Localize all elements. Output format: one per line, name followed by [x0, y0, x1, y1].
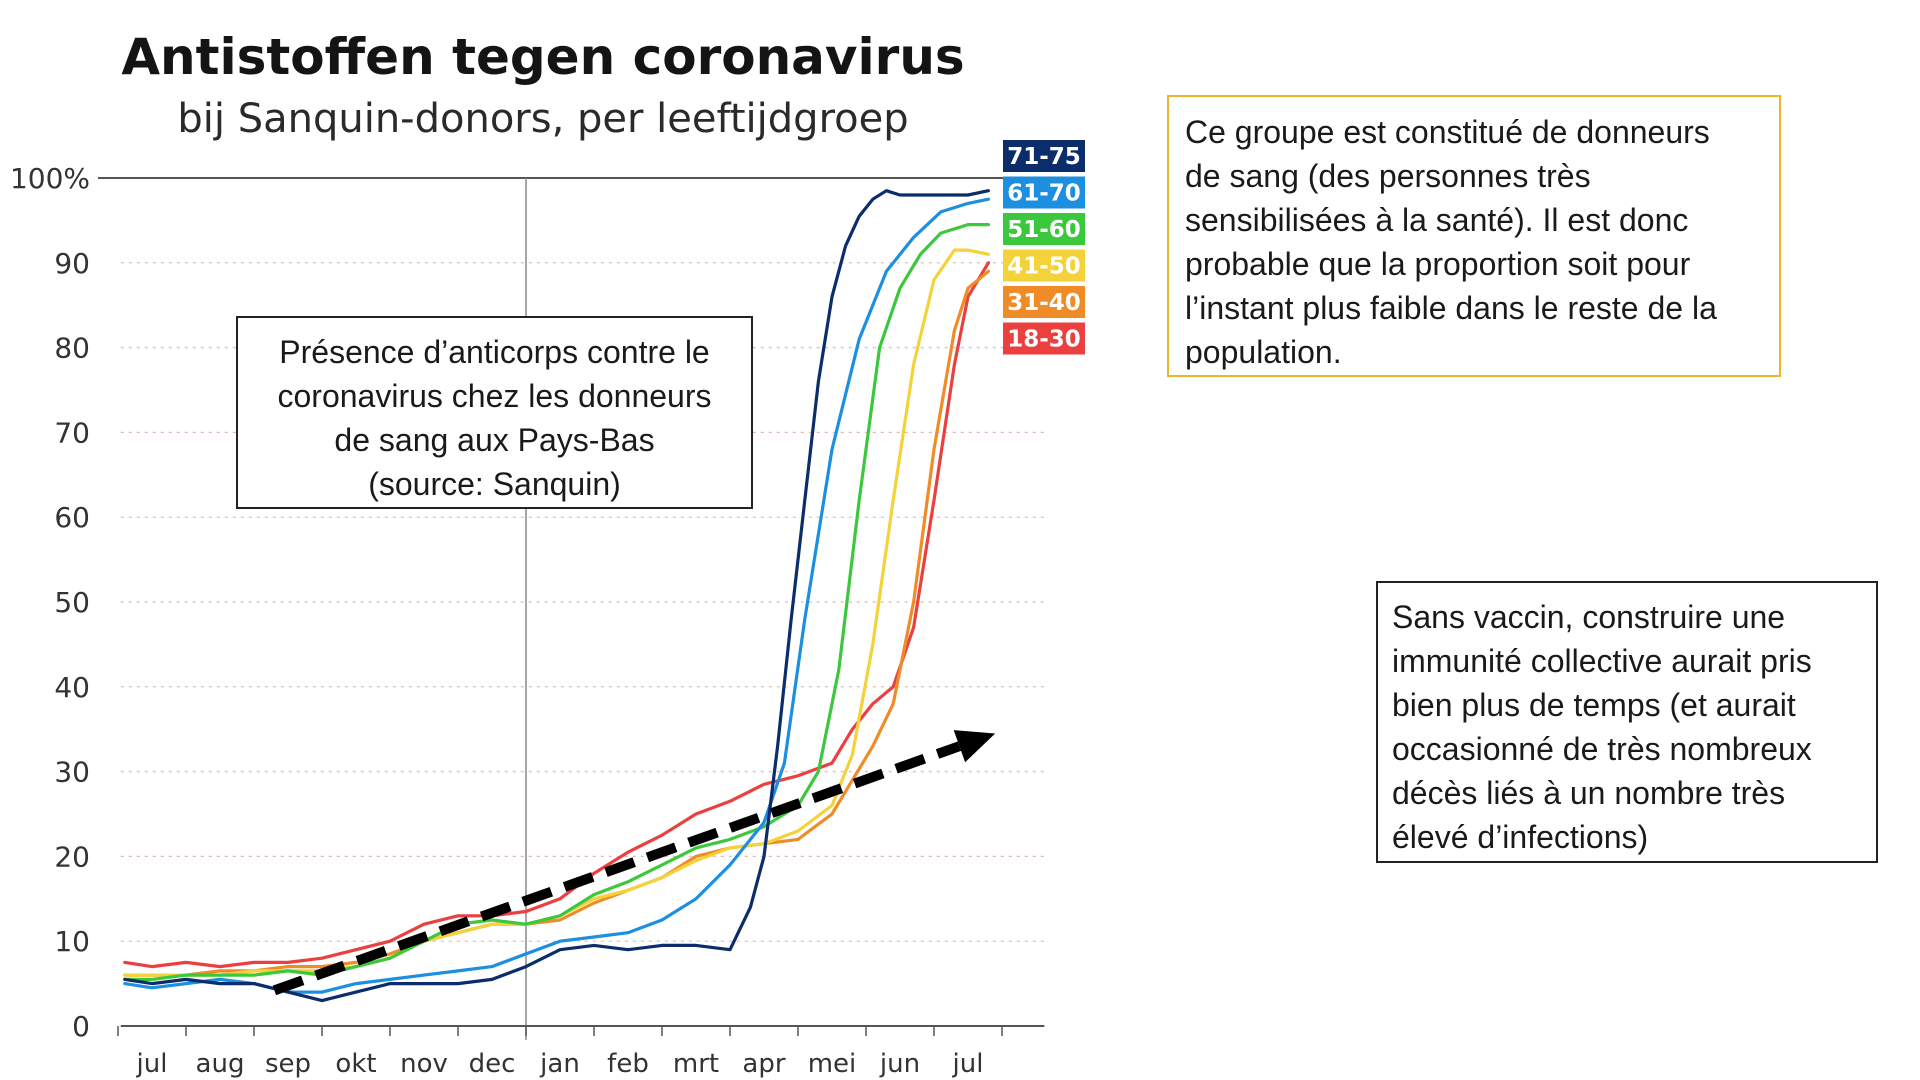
- xtick-label: sep: [265, 1049, 311, 1079]
- xtick-label: feb: [607, 1049, 649, 1079]
- note-line: (source: Sanquin): [368, 466, 621, 502]
- ytick-label: 40: [54, 671, 90, 704]
- note-line: élevé d’infections): [1392, 819, 1649, 855]
- ytick-label: 90: [54, 247, 90, 280]
- note-line: l’instant plus faible dans le reste de l…: [1185, 290, 1717, 326]
- ytick-label: 60: [54, 501, 90, 534]
- legend: 71-75 61-70 51-60 41-50 31-40 18-30: [1003, 140, 1085, 355]
- note-line: Ce groupe est constitué de donneurs: [1185, 114, 1710, 150]
- ytick-label: 20: [54, 840, 90, 873]
- legend-swatch-31-40: [1003, 286, 1085, 318]
- xtick-label: mei: [808, 1049, 857, 1079]
- legend-label-31-40: 31-40: [1007, 290, 1081, 316]
- note-line: bien plus de temps (et aurait: [1392, 687, 1796, 723]
- xtick-label: jan: [539, 1049, 580, 1079]
- series-line-71-75: [123, 189, 991, 1003]
- xtick-label: dec: [469, 1049, 516, 1079]
- xtick-label: mrt: [673, 1049, 719, 1079]
- xtick-label: jul: [136, 1049, 168, 1079]
- note-line: sensibilisées à la santé). Il est donc: [1185, 202, 1689, 238]
- series-line-18-30: [123, 261, 991, 969]
- legend-label-61-70: 61-70: [1007, 181, 1081, 207]
- note-line: population.: [1185, 334, 1342, 370]
- series-line-31-40: [123, 269, 991, 977]
- note-line: Présence d’anticorps contre le: [279, 334, 710, 370]
- note-box-source: Présence d’anticorps contre le coronavir…: [236, 316, 753, 509]
- ytick-label: 70: [54, 416, 90, 449]
- legend-label-18-30: 18-30: [1007, 327, 1081, 353]
- note-line: de sang aux Pays-Bas: [334, 422, 655, 458]
- ytick-label: 0: [72, 1010, 90, 1043]
- note-line: de sang (des personnes très: [1185, 158, 1591, 194]
- legend-swatch-41-50: [1003, 249, 1085, 282]
- legend-swatch-61-70: [1003, 176, 1085, 209]
- note-line: Sans vaccin, construire une: [1392, 599, 1786, 635]
- legend-label-51-60: 51-60: [1007, 217, 1081, 243]
- legend-swatch-51-60: [1003, 213, 1085, 245]
- annotation-arrow-layer: [272, 730, 996, 996]
- grid-lines: [98, 177, 1053, 942]
- note-box-donor-bias: Ce groupe est constitué de donneurs de s…: [1167, 95, 1781, 377]
- ytick-label: 50: [54, 586, 90, 619]
- arrow-head-icon: [953, 730, 996, 763]
- series-lines: [123, 189, 991, 1003]
- chart-subtitle: bij Sanquin-donors, per leeftijdgroep: [177, 96, 908, 142]
- xtick-label: okt: [335, 1049, 376, 1079]
- xtick-label: nov: [400, 1049, 448, 1079]
- legend-label-71-75: 71-75: [1007, 144, 1081, 170]
- note-line: probable que la proportion soit pour: [1185, 246, 1691, 282]
- ytick-label: 10: [54, 925, 90, 958]
- legend-swatch-18-30: [1003, 322, 1085, 355]
- note-line: coronavirus chez les donneurs: [277, 378, 712, 414]
- note-line: occasionné de très nombreux: [1392, 731, 1812, 767]
- xtick-label: aug: [196, 1049, 245, 1079]
- ytick-label: 80: [54, 332, 90, 365]
- ytick-label: 30: [54, 756, 90, 789]
- dashed-arrow-shaft: [272, 741, 962, 996]
- series-line-51-60: [123, 223, 991, 982]
- note-line: décès liés à un nombre très: [1392, 775, 1786, 811]
- legend-swatch-71-75: [1003, 140, 1085, 172]
- xtick-label: jul: [952, 1049, 984, 1079]
- note-box-no-vaccine: Sans vaccin, construire une immunité col…: [1376, 581, 1878, 863]
- ytick-label: 100%: [10, 162, 90, 195]
- xtick-label: apr: [742, 1049, 785, 1079]
- xtick-label: jun: [879, 1049, 920, 1079]
- legend-label-41-50: 41-50: [1007, 254, 1081, 280]
- note-line: immunité collective aurait pris: [1392, 643, 1812, 679]
- chart-title: Antistoffen tegen coronavirus: [121, 28, 964, 86]
